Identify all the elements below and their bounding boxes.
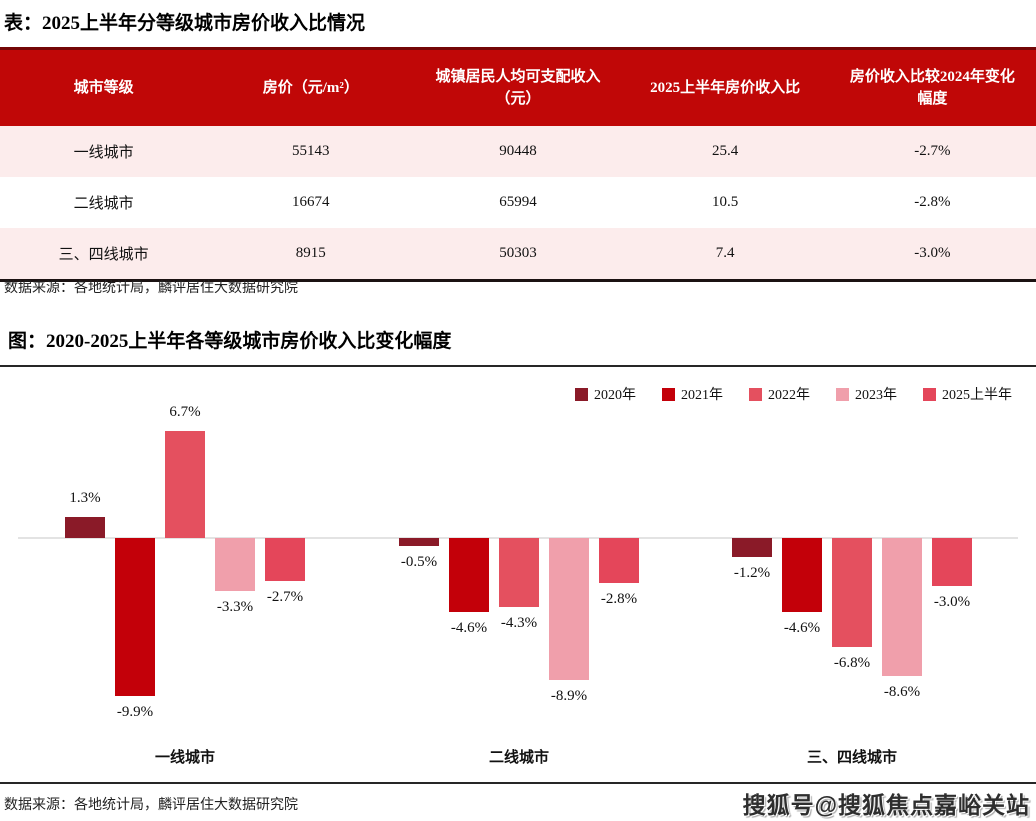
table-row: 二线城市 16674 65994 10.5 -2.8%: [0, 177, 1036, 228]
legend-label: 2020年: [594, 388, 636, 403]
table-cell: 65994: [499, 194, 537, 210]
legend-item: 2022年: [749, 384, 810, 404]
bar-2021年-三、四线城市: [782, 538, 822, 612]
table-header-cell: 城镇居民人均可支配收入（元）: [414, 47, 622, 126]
table-header-cell: 2025上半年房价收入比: [621, 47, 829, 126]
bar-2020年-三、四线城市: [732, 538, 772, 557]
bar-2023年-二线城市: [549, 538, 589, 680]
chart-title: 图：2020-2025上半年各等级城市房价收入比变化幅度: [8, 331, 452, 352]
bar-2022年-三、四线城市: [832, 538, 872, 647]
publisher-watermark: 搜狐号@搜狐焦点嘉峪关站: [742, 792, 1030, 818]
legend-item: 2021年: [662, 384, 723, 404]
legend-label: 2025上半年: [942, 388, 1012, 403]
bar-2023年-一线城市: [215, 538, 255, 591]
legend-swatch-icon: [836, 387, 849, 401]
bar-2020年-二线城市: [399, 538, 439, 546]
bar-value-label: -3.0%: [933, 594, 971, 610]
bar-2025上半年-一线城市: [265, 538, 305, 581]
table-header-cell: 房价（元/m²）: [207, 47, 415, 126]
table-cell: 50303: [414, 228, 622, 282]
bar-2025上半年-二线城市: [599, 538, 639, 583]
table-cell: 25.4: [712, 143, 739, 159]
bar-value-label: -4.6%: [783, 620, 821, 636]
table-row: 一线城市 55143 90448 25.4 -2.7%: [0, 126, 1036, 177]
legend-swatch-icon: [923, 387, 936, 401]
legend-item: 2023年: [836, 384, 897, 404]
bar-value-label: -3.3%: [216, 599, 254, 615]
bar-2022年-一线城市: [165, 431, 205, 538]
legend-item: 2025上半年: [923, 384, 1012, 404]
bar-2020年-一线城市: [65, 517, 105, 538]
bar-value-label: 6.7%: [169, 404, 201, 420]
price-income-table: 城市等级 房价（元/m²） 城镇居民人均可支配收入（元） 2025上半年房价收入…: [0, 47, 1036, 282]
table-row: 三、四线城市 8915 50303 7.4 -3.0%: [0, 228, 1036, 282]
category-label: 三、四线城市: [806, 750, 897, 766]
table-cell: 90448: [499, 143, 537, 159]
table-cell: -2.7%: [914, 143, 951, 159]
bar-value-label: -4.6%: [450, 620, 488, 636]
table-cell: -3.0%: [828, 228, 1036, 282]
legend-label: 2023年: [855, 388, 897, 403]
bar-2023年-三、四线城市: [882, 538, 922, 676]
table-header-cell: 城市等级: [0, 47, 208, 126]
bar-value-label: -0.5%: [400, 554, 438, 570]
category-label: 一线城市: [154, 750, 215, 766]
legend-swatch-icon: [575, 387, 588, 401]
legend-label: 2022年: [768, 388, 810, 403]
table-source-note: 数据来源：各地统计局，麟评居住大数据研究院: [4, 281, 298, 296]
legend-swatch-icon: [662, 387, 675, 401]
bar-value-label: -9.9%: [116, 704, 154, 720]
bar-value-label: -6.8%: [833, 655, 871, 671]
table-cell: 55143: [292, 143, 330, 159]
table-cell: -2.8%: [914, 194, 951, 210]
table-cell: 10.5: [712, 194, 739, 210]
table-cell: 二线城市: [73, 196, 134, 212]
chart-legend: 2020年 2021年 2022年 2023年 2025上半年: [575, 384, 1012, 404]
legend-item: 2020年: [575, 384, 636, 404]
bar-2021年-一线城市: [115, 538, 155, 696]
legend-swatch-icon: [749, 387, 762, 401]
table-header-row: 城市等级 房价（元/m²） 城镇居民人均可支配收入（元） 2025上半年房价收入…: [0, 47, 1036, 126]
category-label: 二线城市: [488, 750, 549, 766]
table-header-cell: 房价收入比较2024年变化幅度: [828, 47, 1036, 126]
bar-value-label: 1.3%: [69, 490, 101, 506]
bar-value-label: -4.3%: [500, 615, 538, 631]
bar-2022年-二线城市: [499, 538, 539, 607]
chart-source-note: 数据来源：各地统计局，麟评居住大数据研究院: [4, 798, 298, 813]
bar-value-label: -2.8%: [600, 591, 638, 607]
legend-label: 2021年: [681, 388, 723, 403]
bar-2025上半年-三、四线城市: [932, 538, 972, 586]
table-cell: 7.4: [621, 228, 829, 282]
table-cell: 三、四线城市: [0, 228, 208, 282]
table-cell: 一线城市: [73, 145, 134, 161]
chart-top-divider: [0, 365, 1036, 367]
table-cell: 16674: [292, 194, 330, 210]
chart-bottom-divider: [0, 782, 1036, 784]
bar-value-label: -8.6%: [883, 684, 921, 700]
bar-value-label: -1.2%: [733, 565, 771, 581]
bar-value-label: -2.7%: [266, 589, 304, 605]
bar-value-label: -8.9%: [550, 688, 588, 704]
table-title: 表：2025上半年分等级城市房价收入比情况: [4, 13, 366, 34]
table-cell: 8915: [207, 228, 415, 282]
bar-2021年-二线城市: [449, 538, 489, 612]
bar-chart: 2020年 2021年 2022年 2023年 2025上半年 1.3% -9.9% 6.7…: [0, 370, 1036, 782]
